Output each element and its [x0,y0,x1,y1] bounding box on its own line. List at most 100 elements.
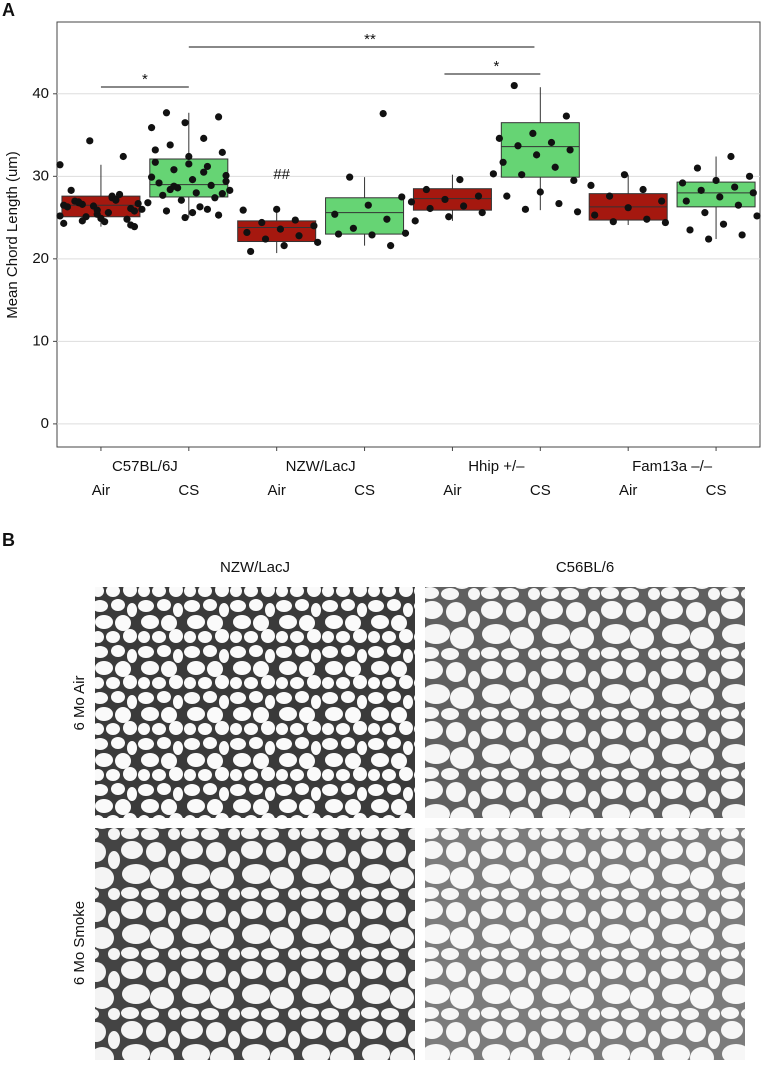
data-point [188,176,197,184]
data-point [693,164,702,172]
row-label: 6 Mo Smoke [71,901,88,985]
data-point [499,158,507,166]
data-point [130,207,139,215]
data-point [123,215,131,223]
data-point [503,192,511,200]
data-point [445,213,453,221]
significance-mark: ** [364,31,376,48]
group-label: NZW/LacJ [286,458,356,475]
data-point [749,189,757,197]
condition-label: CS [706,482,727,499]
data-point [555,199,563,208]
histology-image [425,828,745,1060]
histology-image [95,587,415,818]
data-point [170,166,178,174]
condition-label: Air [619,482,637,499]
data-point [532,151,541,159]
data-point [258,218,266,227]
data-point [192,189,200,197]
histology-image [425,587,745,818]
data-point [478,209,486,217]
condition-label: CS [178,482,199,499]
data-point [222,171,230,180]
group-label: Fam13a –/– [632,458,713,475]
data-point [398,193,406,201]
data-point [620,171,629,179]
data-point [273,205,281,213]
data-point [682,197,690,205]
data-point [67,186,75,194]
box [325,197,405,235]
data-point [639,185,647,194]
data-point [75,199,83,207]
data-point [196,203,204,211]
data-point [170,182,178,190]
data-point [151,146,159,154]
data-point [276,225,285,233]
data-point [495,134,503,142]
data-point [489,170,497,178]
data-point [93,206,101,214]
data-point [609,218,617,226]
data-point [218,190,226,198]
y-tick-label: 10 [32,332,49,349]
data-point [211,194,219,202]
data-point [521,205,530,213]
data-point [570,176,578,185]
data-point [177,196,185,204]
data-point [529,129,537,138]
data-point [624,204,632,212]
data-point [456,176,464,184]
data-point [214,211,223,219]
y-tick-label: 40 [32,85,49,102]
data-point [661,218,670,227]
data-point [401,229,410,237]
data-point [291,216,299,224]
data-point [573,208,582,216]
y-tick-label: 30 [32,167,49,184]
histology-image [95,828,415,1060]
condition-label: Air [268,482,286,499]
data-point [566,146,574,154]
data-point [226,186,234,194]
data-point [112,196,120,204]
data-point [188,209,197,217]
data-point [200,134,208,142]
data-point [441,195,449,204]
data-point [222,177,230,185]
data-point [144,199,152,207]
data-point [364,201,372,209]
group-label: C57BL/6J [112,458,178,475]
data-point [349,224,357,232]
data-point [86,137,94,145]
significance-mark: ## [273,166,290,183]
data-point [104,209,112,217]
data-point [383,215,391,223]
data-point [745,172,754,180]
data-point [562,112,570,120]
data-point [295,232,303,240]
data-point [407,198,416,206]
data-point [130,223,139,231]
column-label: NZW/LacJ [220,559,290,576]
data-point [705,235,713,243]
data-point [310,222,318,230]
data-point [460,202,468,210]
data-point [207,181,215,189]
data-point [536,188,544,196]
y-axis-label: Mean Chord Length (um) [4,151,21,319]
data-point [101,218,109,226]
data-point [518,171,526,179]
data-point [56,161,64,169]
condition-label: CS [530,482,551,499]
data-point [261,235,270,243]
data-point [181,213,189,222]
significance-mark: * [142,71,148,88]
data-point [474,192,483,200]
data-point [368,231,376,239]
condition-label: CS [354,482,375,499]
data-point [753,212,761,220]
data-point [247,247,255,256]
data-point [162,109,171,117]
